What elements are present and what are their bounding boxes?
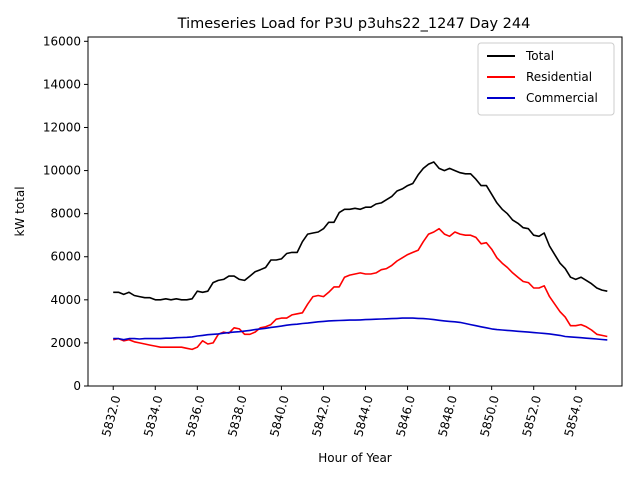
x-tick-label: 5848.0: [435, 394, 459, 438]
y-tick-label: 6000: [50, 250, 81, 264]
x-tick-label: 5836.0: [183, 394, 207, 438]
plot-area: [87, 36, 623, 387]
y-axis-label: kW total: [13, 186, 27, 236]
y-tick-label: 10000: [43, 164, 81, 178]
series-line-residential: [113, 227, 608, 351]
y-tick-label: 0: [73, 379, 81, 393]
legend-label: Commercial: [526, 91, 598, 105]
legend-label: Total: [525, 49, 554, 63]
x-axis-label: Hour of Year: [318, 451, 392, 465]
x-tick-label: 5844.0: [351, 394, 375, 438]
series-line-commercial: [113, 317, 608, 341]
y-tick-label: 14000: [43, 77, 81, 91]
x-tick-label: 5838.0: [225, 394, 249, 438]
legend-item-commercial: Commercial: [487, 91, 598, 105]
y-tick-label: 8000: [50, 207, 81, 221]
chart-title: Timeseries Load for P3U p3uhs22_1247 Day…: [177, 16, 531, 32]
x-tick-label: 5850.0: [478, 394, 502, 438]
y-axis: 0 2000 4000 6000 8000 10000 12000 14000 16000: [43, 34, 88, 393]
x-axis: 5832.0 5834.0 5836.0 5838.0 5840.0 5842.0 5844…: [99, 386, 586, 438]
legend-item-total: Total: [487, 49, 554, 63]
y-tick-label: 2000: [50, 336, 81, 350]
x-tick-label: 5832.0: [99, 394, 123, 438]
y-tick-label: 4000: [50, 293, 81, 307]
y-tick-label: 12000: [43, 120, 81, 134]
y-tick-label: 16000: [43, 34, 81, 48]
legend: Total Residential Commercial: [477, 42, 615, 116]
x-tick-label: 5834.0: [141, 394, 165, 438]
x-tick-label: 5854.0: [562, 394, 586, 438]
series-layer: [113, 161, 608, 351]
x-tick-label: 5846.0: [393, 394, 417, 438]
x-tick-label: 5840.0: [267, 394, 291, 438]
x-tick-label: 5842.0: [309, 394, 333, 438]
series-line-total: [113, 161, 608, 301]
x-tick-label: 5852.0: [520, 394, 544, 438]
plot-frame: [87, 36, 623, 387]
legend-item-residential: Residential: [487, 70, 592, 84]
legend-label: Residential: [526, 70, 592, 84]
